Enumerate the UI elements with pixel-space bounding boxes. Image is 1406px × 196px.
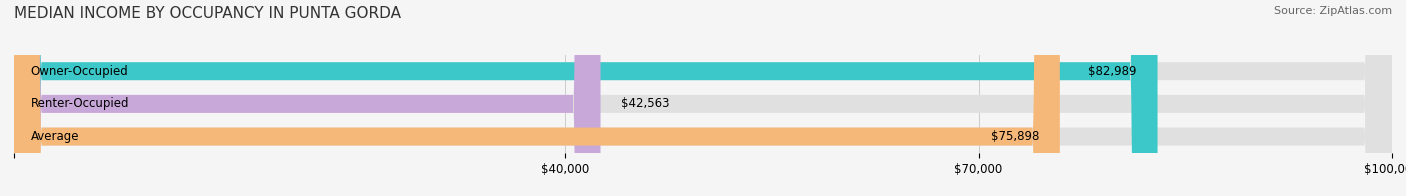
FancyBboxPatch shape — [14, 0, 1392, 196]
Text: Average: Average — [31, 130, 79, 143]
Text: MEDIAN INCOME BY OCCUPANCY IN PUNTA GORDA: MEDIAN INCOME BY OCCUPANCY IN PUNTA GORD… — [14, 6, 401, 21]
FancyBboxPatch shape — [14, 0, 1060, 196]
FancyBboxPatch shape — [14, 0, 1157, 196]
Text: $75,898: $75,898 — [991, 130, 1039, 143]
Text: Renter-Occupied: Renter-Occupied — [31, 97, 129, 110]
FancyBboxPatch shape — [14, 0, 1392, 196]
FancyBboxPatch shape — [14, 0, 600, 196]
Text: $42,563: $42,563 — [621, 97, 669, 110]
FancyBboxPatch shape — [14, 0, 1392, 196]
Text: Source: ZipAtlas.com: Source: ZipAtlas.com — [1274, 6, 1392, 16]
Text: Owner-Occupied: Owner-Occupied — [31, 65, 128, 78]
Text: $82,989: $82,989 — [1088, 65, 1137, 78]
